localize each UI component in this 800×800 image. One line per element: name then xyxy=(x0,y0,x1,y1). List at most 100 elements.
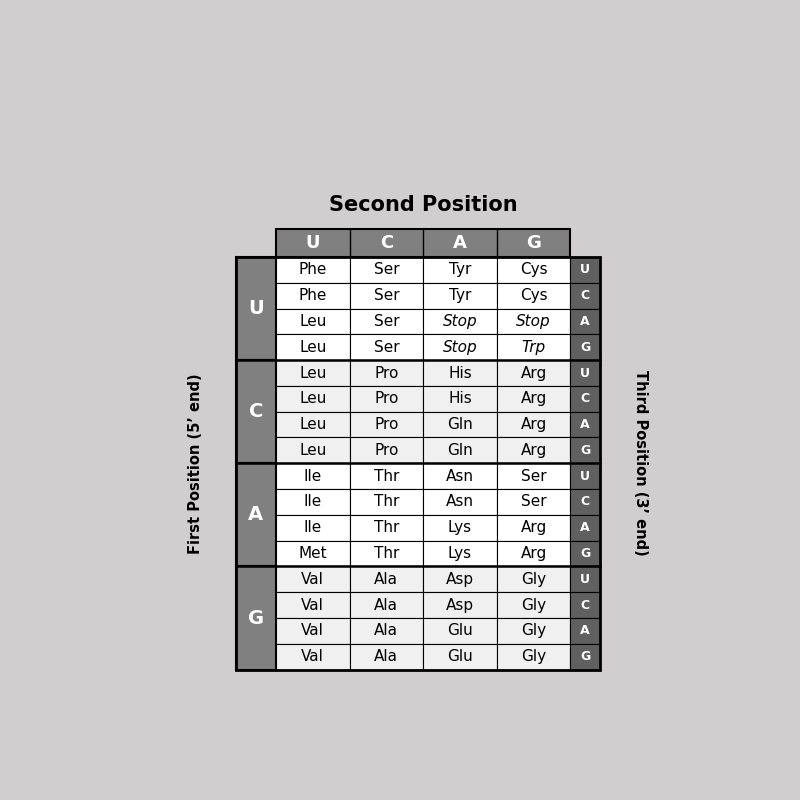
Bar xyxy=(423,541,497,566)
Bar xyxy=(236,257,276,360)
Bar xyxy=(276,515,350,541)
Bar xyxy=(276,230,570,257)
Text: Arg: Arg xyxy=(521,391,546,406)
Text: Arg: Arg xyxy=(521,417,546,432)
Bar xyxy=(570,489,600,515)
Text: Trp: Trp xyxy=(522,340,546,354)
Text: Ser: Ser xyxy=(374,340,399,354)
Bar xyxy=(350,360,423,386)
Bar xyxy=(497,360,570,386)
Text: Ala: Ala xyxy=(374,650,398,664)
Text: Third Position (3’ end): Third Position (3’ end) xyxy=(633,370,648,556)
Bar xyxy=(423,412,497,438)
Bar xyxy=(570,257,600,282)
Text: Leu: Leu xyxy=(299,391,326,406)
Bar xyxy=(497,438,570,463)
Bar xyxy=(423,257,497,282)
Text: Stop: Stop xyxy=(442,340,478,354)
Bar xyxy=(570,618,600,644)
Text: Asp: Asp xyxy=(446,572,474,587)
Text: Phe: Phe xyxy=(298,262,327,278)
Text: His: His xyxy=(448,366,472,381)
Text: Gly: Gly xyxy=(521,650,546,664)
Text: Pro: Pro xyxy=(374,366,398,381)
Bar xyxy=(570,282,600,309)
Bar xyxy=(423,566,497,592)
Bar xyxy=(423,309,497,334)
Text: Arg: Arg xyxy=(521,546,546,561)
Text: Ala: Ala xyxy=(374,623,398,638)
Text: Ala: Ala xyxy=(374,598,398,613)
Text: Second Position: Second Position xyxy=(329,195,518,215)
Text: G: G xyxy=(580,547,590,560)
Text: Lys: Lys xyxy=(448,546,472,561)
Bar xyxy=(497,412,570,438)
Text: Glu: Glu xyxy=(447,650,473,664)
Bar xyxy=(276,463,350,489)
Text: U: U xyxy=(580,573,590,586)
Bar xyxy=(423,463,497,489)
Bar xyxy=(350,412,423,438)
Text: A: A xyxy=(580,522,590,534)
Bar xyxy=(570,386,600,412)
Bar xyxy=(350,282,423,309)
Bar xyxy=(497,618,570,644)
Text: Stop: Stop xyxy=(442,314,478,329)
Bar xyxy=(570,334,600,360)
Text: G: G xyxy=(248,609,264,627)
Text: U: U xyxy=(248,299,264,318)
Bar xyxy=(276,644,350,670)
Bar xyxy=(497,566,570,592)
Bar xyxy=(423,438,497,463)
Bar xyxy=(423,644,497,670)
Bar xyxy=(236,360,276,463)
Text: Leu: Leu xyxy=(299,314,326,329)
Bar xyxy=(236,257,600,670)
Bar xyxy=(570,463,600,489)
Bar xyxy=(276,541,350,566)
Text: Gln: Gln xyxy=(447,443,473,458)
Text: Gly: Gly xyxy=(521,623,546,638)
Text: G: G xyxy=(580,341,590,354)
Text: Gln: Gln xyxy=(447,417,473,432)
Text: U: U xyxy=(580,470,590,482)
Text: Ile: Ile xyxy=(304,520,322,535)
Text: A: A xyxy=(580,418,590,431)
Bar xyxy=(276,438,350,463)
Text: Asn: Asn xyxy=(446,469,474,484)
Text: Val: Val xyxy=(302,598,324,613)
Bar xyxy=(350,566,423,592)
Text: Tyr: Tyr xyxy=(449,288,471,303)
Text: C: C xyxy=(581,495,590,509)
Bar xyxy=(570,541,600,566)
Text: Leu: Leu xyxy=(299,340,326,354)
Bar xyxy=(276,334,350,360)
Bar xyxy=(570,360,600,386)
Text: C: C xyxy=(249,402,263,421)
Bar xyxy=(350,515,423,541)
Bar xyxy=(350,541,423,566)
Bar xyxy=(276,309,350,334)
Bar xyxy=(423,618,497,644)
Bar xyxy=(570,309,600,334)
Bar xyxy=(497,257,570,282)
Bar xyxy=(423,386,497,412)
Text: U: U xyxy=(580,263,590,276)
Text: Pro: Pro xyxy=(374,443,398,458)
Bar xyxy=(350,463,423,489)
Bar xyxy=(350,644,423,670)
Bar xyxy=(276,282,350,309)
Bar xyxy=(350,257,423,282)
Text: Arg: Arg xyxy=(521,443,546,458)
Text: Glu: Glu xyxy=(447,623,473,638)
Text: Ile: Ile xyxy=(304,494,322,510)
Bar xyxy=(570,592,600,618)
Bar xyxy=(276,566,350,592)
Bar xyxy=(497,334,570,360)
Text: U: U xyxy=(306,234,320,252)
Bar xyxy=(350,438,423,463)
Text: Thr: Thr xyxy=(374,469,399,484)
Bar xyxy=(497,592,570,618)
Text: Leu: Leu xyxy=(299,366,326,381)
Text: Ser: Ser xyxy=(521,494,546,510)
